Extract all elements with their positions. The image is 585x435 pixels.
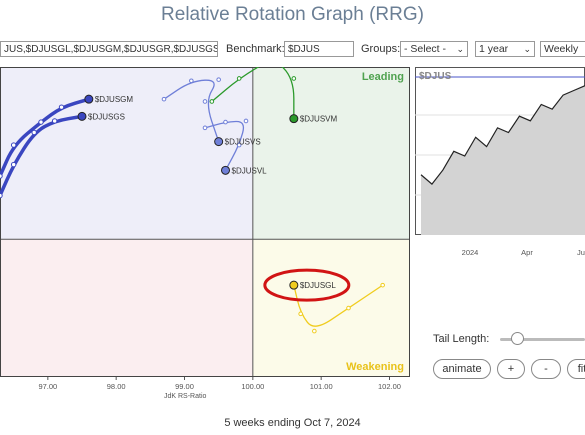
series-label: $DJUSVS (225, 138, 261, 147)
rrg-tails (0, 67, 385, 334)
benchmark-label: Benchmark: (226, 43, 285, 55)
groups-select-value: - Select - (404, 43, 447, 55)
benchmark-chart: $DJUS 2024 Apr Ju (415, 67, 585, 257)
tail-djusvs (163, 79, 220, 143)
tail-point (291, 76, 297, 81)
tail-length-label: Tail Length: (433, 333, 490, 345)
head-djusvm[interactable] (289, 114, 299, 124)
quadrant-weakening (252, 239, 410, 377)
quadrant-label-weakening: Weakening (346, 361, 404, 373)
plot-frame (0, 67, 410, 377)
chevron-down-icon: ⌄ (523, 44, 531, 54)
frequency-select-value: Weekly (544, 43, 579, 55)
tail-point (209, 99, 215, 104)
tail-djusvl (204, 120, 245, 171)
quadrant-label-leading: Leading (362, 71, 404, 83)
x-tick-label: 98.00 (107, 382, 126, 391)
tail-length-slider[interactable] (500, 338, 585, 341)
rrg-heads (77, 94, 299, 290)
tail-point (236, 142, 242, 148)
zoom-in-button[interactable]: + (497, 359, 525, 379)
tail-point (312, 328, 317, 334)
benchmark-area (415, 67, 585, 235)
tail-point (216, 77, 221, 82)
x-axis: 97.00 98.00 99.00 100.00 101.00 102.00 (38, 377, 401, 391)
frequency-select[interactable]: Weekly (540, 41, 585, 57)
tail-point (223, 119, 228, 125)
x-tick-label: 99.00 (175, 382, 194, 391)
quadrant-leading (252, 67, 410, 240)
head-djusgl[interactable] (289, 280, 299, 290)
tail-point (346, 305, 351, 311)
tail-point (10, 161, 17, 168)
tail-point (51, 118, 58, 124)
tail-point (202, 125, 208, 131)
series-label: $DJUSVM (300, 115, 338, 124)
series-label: $DJUSGL (300, 281, 337, 290)
rrg-chart[interactable]: $DJUSGM $DJUSGS $DJUSVS $DJUSVL $DJUSVM $DJUS… (0, 67, 412, 402)
x-tick-label: 101.00 (310, 382, 333, 391)
tail-point (380, 282, 385, 288)
fit-button[interactable]: fit (567, 359, 585, 379)
head-djusvs[interactable] (214, 137, 224, 147)
tail-point (189, 78, 194, 84)
tail-point (31, 129, 37, 136)
tail-point (236, 76, 242, 81)
quadrant-backgrounds (0, 67, 410, 377)
benchmark-x-tick-label: Ju (577, 248, 585, 257)
toolbar: JUS,$DJUSGL,$DJUSGM,$DJUSGR,$DJUSGS Benc… (0, 41, 585, 61)
head-djusgm[interactable] (84, 94, 94, 104)
symbols-input[interactable]: JUS,$DJUSGL,$DJUSGM,$DJUSGR,$DJUSGS (0, 41, 218, 57)
groups-label: Groups: (361, 43, 401, 55)
x-tick-label: 97.00 (38, 382, 57, 391)
series-label: $DJUSVL (232, 166, 268, 175)
rrg-grid (0, 67, 410, 377)
zoom-out-button[interactable]: - (531, 359, 561, 379)
page-title: Relative Rotation Graph (RRG) (161, 4, 424, 25)
series-label: $DJUSGS (88, 112, 125, 121)
chevron-down-icon: ⌄ (456, 44, 464, 54)
head-djusgs[interactable] (77, 111, 87, 121)
tail-point (38, 119, 44, 125)
x-tick-label: 102.00 (378, 382, 401, 391)
benchmark-chart-title: $DJUS (419, 71, 452, 82)
tail-point (243, 118, 249, 124)
period-select[interactable]: 1 year ⌄ (475, 41, 535, 57)
benchmark-area-fill (421, 85, 585, 235)
benchmark-x-tick-label: Apr (521, 248, 533, 257)
groups-select[interactable]: - Select - ⌄ (400, 41, 468, 57)
tail-point (58, 104, 65, 110)
footer-caption: 5 weeks ending Oct 7, 2024 (224, 417, 361, 429)
x-axis-label: JdK RS-Ratio (164, 393, 207, 400)
series-label: $DJUSGM (95, 95, 134, 104)
tail-point (202, 99, 208, 104)
head-djusvl[interactable] (221, 165, 230, 175)
tail-point (10, 142, 17, 148)
tail-djusvm (211, 67, 295, 120)
benchmark-x-tick-label: 2024 (462, 248, 479, 257)
benchmark-input[interactable]: $DJUS (284, 41, 354, 57)
highlight-ellipse (263, 268, 351, 302)
tail-length-slider-handle[interactable] (510, 332, 524, 345)
benchmark-line (420, 85, 585, 185)
rrg-labels: $DJUSGM $DJUSGS $DJUSVS $DJUSVL $DJUSVM $DJUS… (88, 95, 338, 290)
x-tick-label: 100.00 (241, 382, 264, 391)
tail-point (161, 96, 167, 102)
animate-button[interactable]: animate (433, 359, 491, 379)
quadrant-improving (0, 67, 253, 240)
benchmark-x-axis: 2024 Apr Ju (462, 248, 585, 257)
period-select-value: 1 year (479, 43, 509, 55)
quadrant-lagging (0, 239, 253, 377)
tail-point (298, 311, 303, 317)
tail-point (0, 192, 3, 199)
tail-point (0, 173, 3, 179)
